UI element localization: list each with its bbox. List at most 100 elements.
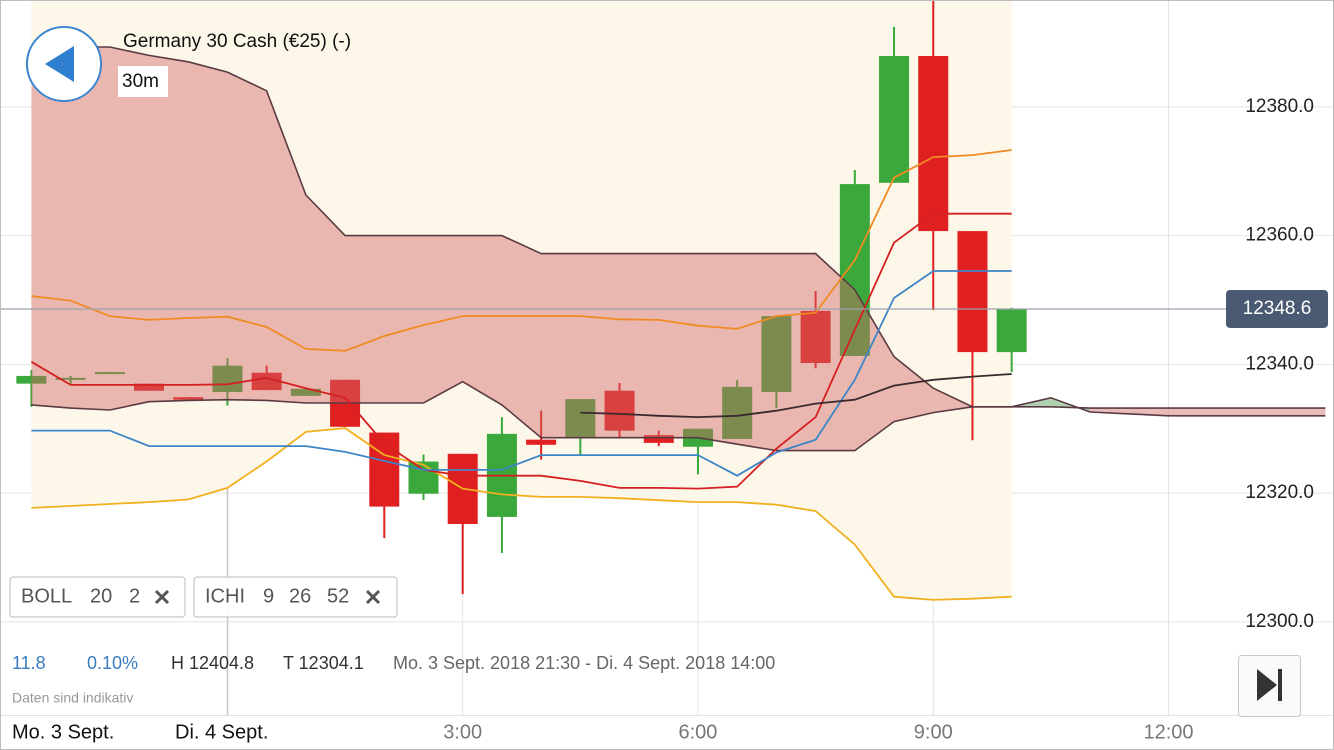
chip-box[interactable] <box>9 576 186 618</box>
timeframe[interactable]: 30m <box>122 71 159 92</box>
candle-body <box>604 390 635 431</box>
cloud-fill <box>462 235 502 405</box>
candle-body <box>16 375 47 384</box>
chip-param: 9 <box>263 585 274 607</box>
cloud-fill <box>580 253 620 438</box>
cloud-fill <box>227 72 267 401</box>
axis-layer: 12300.0 12320.0 12340.0 12360.0 12380.0 12348… <box>0 96 1328 632</box>
candle-body <box>526 439 557 445</box>
button-icon-bar[interactable] <box>1278 669 1282 701</box>
chip-param: 2 <box>129 585 140 607</box>
cloud-fill <box>619 253 659 438</box>
cloud-fill <box>933 388 973 413</box>
x-tick-label: 12:00 <box>1143 721 1193 743</box>
x-tick-label: 9:00 <box>914 721 953 743</box>
indicator-line <box>580 373 1012 419</box>
last-price-label: 12348.6 <box>1243 298 1312 319</box>
cloud-fill <box>70 47 110 410</box>
candle-body <box>565 399 596 438</box>
chip-name: ICHI <box>205 585 245 607</box>
date-range: Mo. 3 Sept. 2018 21:30 - Di. 4 Sept. 201… <box>393 653 775 673</box>
cloud-line <box>31 46 1326 409</box>
cloud-layer <box>31 47 1326 451</box>
candle-body <box>94 372 125 375</box>
candle-body <box>251 372 282 391</box>
candle-body <box>996 308 1027 353</box>
chip-name: BOLL <box>21 585 72 607</box>
chip-close[interactable] <box>154 589 170 605</box>
cloud-fill <box>1286 408 1326 416</box>
cloud-fill <box>854 289 894 451</box>
chip-param: 52 <box>327 585 349 607</box>
y-tick-label: 12360.0 <box>1245 225 1314 246</box>
change-pct: 0.10% <box>87 653 138 673</box>
candle-body <box>643 435 674 443</box>
cloud-fill <box>345 235 385 403</box>
y-tick-label: 12300.0 <box>1245 611 1314 632</box>
cloud-fill <box>541 253 581 438</box>
cloud-fill <box>1207 408 1247 416</box>
y-tick-label: 12340.0 <box>1245 353 1314 374</box>
cloud-fill <box>658 253 698 438</box>
time-axis-strip <box>0 716 1334 750</box>
candle-body <box>839 184 870 356</box>
change: 11.8 <box>12 653 46 673</box>
candle-body <box>55 377 86 380</box>
instrument-title: Germany 30 Cash (€25) (-) <box>123 31 351 52</box>
cloud-fill <box>149 55 189 402</box>
cloud-fill <box>31 47 71 409</box>
back-button[interactable] <box>26 26 102 102</box>
candle-body <box>290 388 321 396</box>
cloud-fill <box>423 235 463 403</box>
chip-close[interactable] <box>365 589 381 605</box>
chip-param: 26 <box>289 585 311 607</box>
low: T 12304.1 <box>283 653 364 673</box>
fill-layer <box>31 0 1012 600</box>
band-fill <box>31 0 1012 600</box>
cloud-fill <box>266 90 306 404</box>
date-label: Mo. 3 Sept. <box>12 721 114 743</box>
candle-body <box>134 383 165 391</box>
cloud-fill <box>501 235 542 438</box>
cloud-fill <box>737 253 777 451</box>
candle-body <box>957 231 988 353</box>
y-tick-label: 12320.0 <box>1245 482 1314 503</box>
cloud-fill <box>1246 408 1287 416</box>
indicator-line <box>31 427 1012 601</box>
candle-body <box>722 386 753 440</box>
cloud-fill <box>776 253 816 451</box>
disclaimer: Daten sind indikativ <box>12 690 133 706</box>
x-tick-label: 6:00 <box>679 721 718 743</box>
jump-to-end-button[interactable] <box>1238 655 1301 717</box>
candle-body <box>369 432 400 507</box>
cloud-fill <box>894 356 934 422</box>
line-layer <box>30 46 1326 601</box>
cloud-fill <box>1168 408 1208 416</box>
candle-body <box>918 56 949 232</box>
candle-body <box>761 316 792 393</box>
indicator-chip[interactable]: BOLL 20 2 <box>9 576 186 618</box>
candle-body <box>212 365 243 393</box>
indicator-line <box>31 270 1012 477</box>
chip-param: 20 <box>90 585 112 607</box>
x-label-layer: 3:00 6:00 9:00 12:00 <box>443 721 1193 743</box>
chip-box[interactable] <box>193 576 398 618</box>
candle-body <box>408 461 439 494</box>
cloud-fill <box>698 253 738 445</box>
cloud-fill <box>188 61 228 401</box>
timeframe-box[interactable] <box>118 66 168 97</box>
high: H 12404.8 <box>171 653 254 673</box>
back-arrow[interactable] <box>45 46 74 82</box>
button-icon[interactable] <box>1257 669 1277 701</box>
candle-body <box>800 310 831 364</box>
indicator-line <box>31 149 1012 352</box>
candle-body <box>173 397 204 400</box>
indicator-line <box>30 212 1012 490</box>
last-price-box <box>1226 289 1328 328</box>
cloud-fill <box>109 47 149 410</box>
cloud-line <box>31 380 1326 452</box>
indicator-chip[interactable]: ICHI 9 26 52 <box>193 576 398 618</box>
candle-body <box>879 56 910 183</box>
